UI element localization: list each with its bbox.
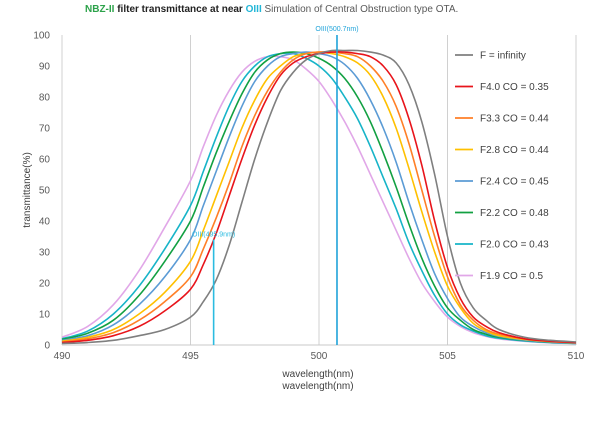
x-axis-title: wavelength(nm): [281, 369, 353, 380]
legend-label: F2.4 CO = 0.45: [480, 177, 549, 188]
gridlines: [61, 35, 577, 346]
series-line: [61, 51, 577, 344]
title-main: filter transmittance at near: [114, 4, 245, 15]
y-tick-label: 50: [39, 186, 51, 197]
x-tick-label: 495: [182, 351, 199, 362]
series-line: [61, 51, 577, 344]
legend-label: F2.0 CO = 0.43: [480, 240, 549, 251]
annotation-label: OIII(495.9nm): [192, 232, 235, 239]
legend-label: F = infinity: [480, 51, 526, 62]
series-lines: [61, 49, 577, 345]
series-line: [61, 55, 577, 345]
y-tick-label: 0: [44, 341, 50, 352]
legend-label: F2.2 CO = 0.48: [480, 208, 549, 219]
x-tick-label: 490: [54, 351, 71, 362]
y-tick-label: 20: [39, 279, 51, 290]
annotation-label: OIII(500.7nm): [315, 26, 358, 33]
series-line: [61, 51, 577, 344]
y-tick-label: 30: [39, 248, 51, 259]
title-line-name: OIII: [246, 4, 262, 15]
legend-label: F1.9 CO = 0.5: [480, 271, 544, 282]
series-line: [61, 51, 577, 344]
legend-label: F4.0 CO = 0.35: [480, 82, 549, 93]
y-tick-label: 10: [39, 310, 51, 321]
annotations: OIII(500.7nm) OIII(495.9nm): [192, 26, 359, 345]
y-tick-label: 100: [33, 31, 50, 42]
legend-label: F2.8 CO = 0.44: [480, 145, 549, 156]
y-tick-label: 70: [39, 124, 51, 135]
x-axis-title-2: wavelength(nm): [281, 381, 353, 392]
series-line: [61, 49, 577, 345]
series-line: [61, 52, 577, 345]
x-tick-label: 505: [439, 351, 456, 362]
title-filter-name: NBZ-II: [85, 4, 115, 15]
legend: F = infinity F4.0 CO = 0.35 F3.3 CO = 0.44…: [455, 51, 549, 282]
x-tick-label: 510: [568, 351, 585, 362]
y-tick-label: 90: [39, 62, 51, 73]
y-tick-label: 80: [39, 93, 51, 104]
x-tick-labels: 490 495 500 505 510: [54, 351, 585, 362]
y-tick-labels: 0 10 20 30 40 50 60 70 80 90 100: [33, 31, 50, 352]
chart-title: NBZ-II filter transmittance at near OIII…: [85, 4, 458, 15]
y-tick-label: 40: [39, 217, 51, 228]
legend-label: F3.3 CO = 0.44: [480, 114, 549, 125]
x-tick-label: 500: [311, 351, 328, 362]
title-subtitle: Simulation of Central Obstruction type O…: [262, 4, 459, 15]
y-axis-title: transmittance(%): [22, 152, 33, 228]
y-tick-label: 60: [39, 155, 51, 166]
